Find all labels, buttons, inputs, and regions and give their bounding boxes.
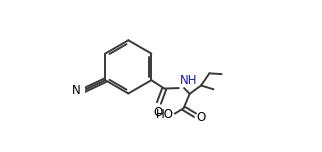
Text: O: O — [196, 111, 205, 124]
Text: HO: HO — [156, 108, 174, 121]
Text: NH: NH — [179, 74, 197, 87]
Text: O: O — [154, 106, 163, 119]
Text: N: N — [72, 85, 81, 97]
